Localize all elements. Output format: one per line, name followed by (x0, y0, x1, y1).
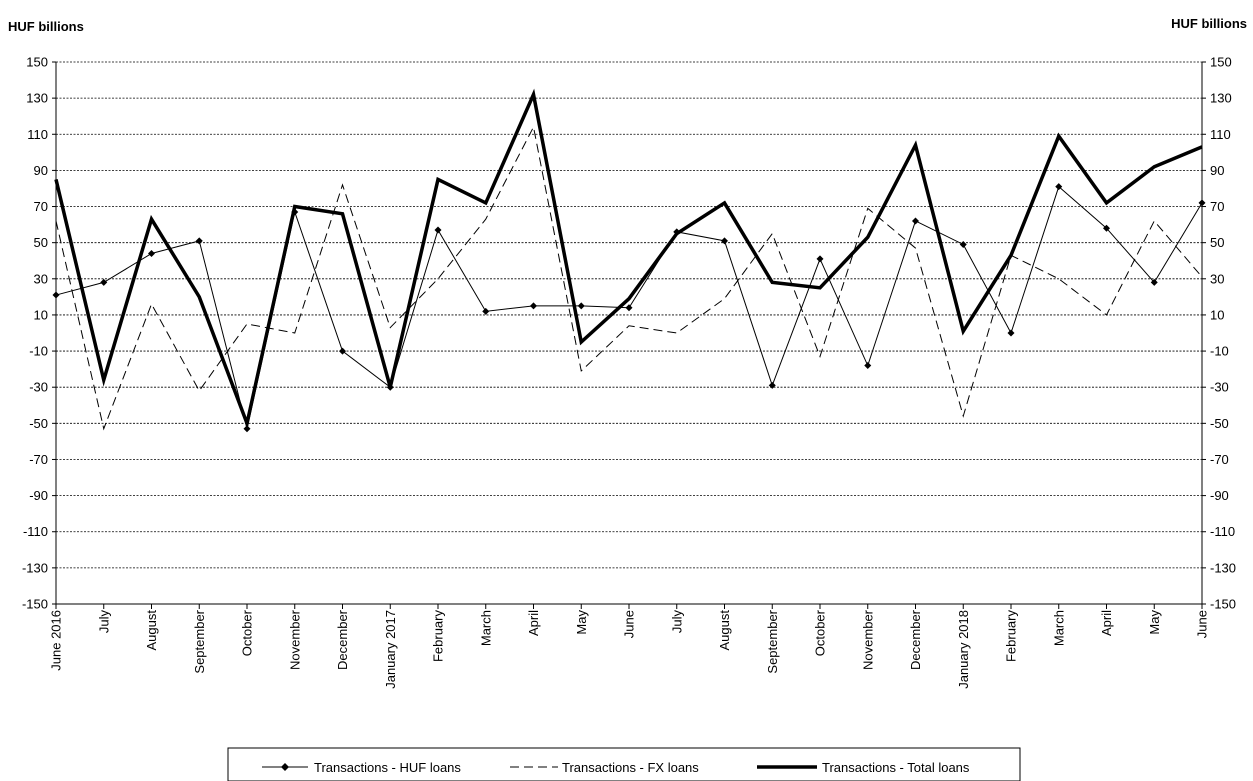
x-tick-label: January 2017 (383, 610, 398, 689)
data-point-transactions-huf-loans (195, 237, 203, 245)
y-tick-label-right: 30 (1210, 271, 1224, 286)
gridlines (56, 61, 1202, 569)
y-tick-label-left: 110 (27, 127, 48, 142)
x-tick-label: December (908, 609, 923, 670)
data-point-transactions-huf-loans (864, 362, 872, 370)
data-point-transactions-huf-loans (100, 278, 108, 286)
x-tick-label: June (1195, 610, 1210, 638)
data-point-transactions-huf-loans (1007, 329, 1015, 337)
x-tick-label: May (574, 610, 589, 635)
left-axis-unit-label: HUF billions (8, 19, 84, 34)
y-tick-label-right: -130 (1210, 560, 1236, 575)
x-tick-label: June 2016 (49, 610, 64, 671)
data-point-transactions-huf-loans (1198, 199, 1206, 207)
series-line-transactions-fx-loans (55, 125, 1203, 431)
x-tick-label: October (813, 609, 828, 656)
y-tick-label-right: -90 (1210, 488, 1229, 503)
x-tick-label: September (192, 609, 207, 673)
series-line-transactions-total-loans (54, 88, 1203, 430)
data-point-transactions-huf-loans (1055, 183, 1063, 191)
legend-huf-label: Transactions - HUF loans (314, 760, 461, 775)
data-point-transactions-huf-loans (625, 304, 633, 312)
data-point-transactions-huf-loans (243, 425, 251, 433)
data-point-transactions-huf-loans (768, 381, 776, 389)
y-tick-label-left: 130 (26, 91, 48, 106)
y-tick-label-left: -70 (29, 452, 48, 467)
legend-huf-marker (281, 763, 289, 771)
x-tick-label: June (622, 610, 637, 638)
y-tick-label-left: 50 (34, 235, 48, 250)
y-tick-label-left: 150 (26, 55, 48, 70)
x-tick-label: February (1004, 610, 1019, 663)
x-tick-label: March (478, 610, 493, 646)
y-tick-label-right: 90 (1210, 163, 1224, 178)
x-tick-label: November (860, 609, 875, 670)
x-tick-label: July (96, 610, 111, 634)
data-point-transactions-huf-loans (530, 302, 537, 310)
y-tick-label-left: 70 (34, 199, 48, 214)
x-tick-labels: June 2016 July August September October Novem… (49, 609, 1210, 688)
y-tick-label-left: -30 (29, 380, 48, 395)
y-tick-label-left: -130 (22, 560, 48, 575)
legend-fx-label: Transactions - FX loans (562, 760, 699, 775)
y-tick-label-left: 30 (34, 271, 48, 286)
x-tick-label: December (335, 609, 350, 670)
right-axis-unit-label: HUF billions (1171, 16, 1247, 31)
data-point-transactions-huf-loans (1150, 278, 1158, 286)
x-tick-label: November (287, 609, 302, 670)
y-tick-label-left: 10 (34, 307, 48, 322)
x-tick-label: May (1147, 610, 1162, 635)
x-tick-label: October (240, 609, 255, 656)
y-tick-labels: 150 150 130 130 110 110 90 90 70 70 50 50 30 30 10 10 -1… (22, 55, 1236, 612)
data-point-transactions-huf-loans (959, 240, 967, 248)
y-tick-label-right: 70 (1210, 199, 1224, 214)
x-tick-label: August (717, 610, 732, 651)
data-point-transactions-huf-loans (339, 347, 346, 355)
y-tick-label-left: -90 (29, 488, 48, 503)
data-point-transactions-huf-loans (482, 307, 490, 315)
legend-box (227, 747, 1021, 781)
y-tick-label-left: -50 (29, 416, 48, 431)
series-lines (52, 88, 1206, 433)
x-tick-label: August (144, 610, 159, 651)
y-tick-label-right: -150 (1210, 597, 1236, 612)
x-tick-label: March (1051, 610, 1066, 646)
y-tick-label-right: -30 (1210, 380, 1229, 395)
x-tick-label: January 2018 (956, 610, 971, 689)
y-tick-label-left: 90 (34, 163, 48, 178)
x-tick-label: July (669, 610, 684, 634)
axes (52, 61, 1206, 609)
y-tick-label-right: 150 (1210, 55, 1232, 70)
y-tick-label-right: -10 (1210, 344, 1229, 359)
data-point-transactions-huf-loans (577, 302, 585, 310)
data-point-transactions-huf-loans (434, 226, 442, 234)
x-tick-label: February (431, 610, 446, 663)
x-tick-label: September (765, 609, 780, 673)
data-point-transactions-huf-loans (1103, 224, 1110, 232)
y-tick-label-right: 130 (1210, 91, 1232, 106)
data-point-transactions-huf-loans (721, 237, 728, 245)
y-tick-label-left: -150 (22, 597, 48, 612)
data-point-transactions-huf-loans (816, 255, 824, 263)
x-tick-label: April (526, 610, 541, 636)
y-tick-label-right: -70 (1210, 452, 1229, 467)
y-tick-label-right: -110 (1210, 524, 1235, 539)
y-tick-label-right: 50 (1210, 235, 1224, 250)
y-tick-label-left: -110 (23, 524, 48, 539)
legend-total-label: Transactions - Total loans (822, 760, 970, 775)
data-point-transactions-huf-loans (52, 291, 60, 299)
y-tick-label-right: 110 (1210, 127, 1231, 142)
legend: Transactions - HUF loans Transactions - … (227, 747, 1021, 781)
x-tick-label: April (1099, 610, 1114, 636)
y-tick-label-left: -10 (29, 344, 48, 359)
data-point-transactions-huf-loans (148, 250, 155, 258)
y-tick-label-right: -50 (1210, 416, 1229, 431)
data-point-transactions-huf-loans (912, 217, 919, 225)
y-tick-label-right: 10 (1210, 307, 1224, 322)
